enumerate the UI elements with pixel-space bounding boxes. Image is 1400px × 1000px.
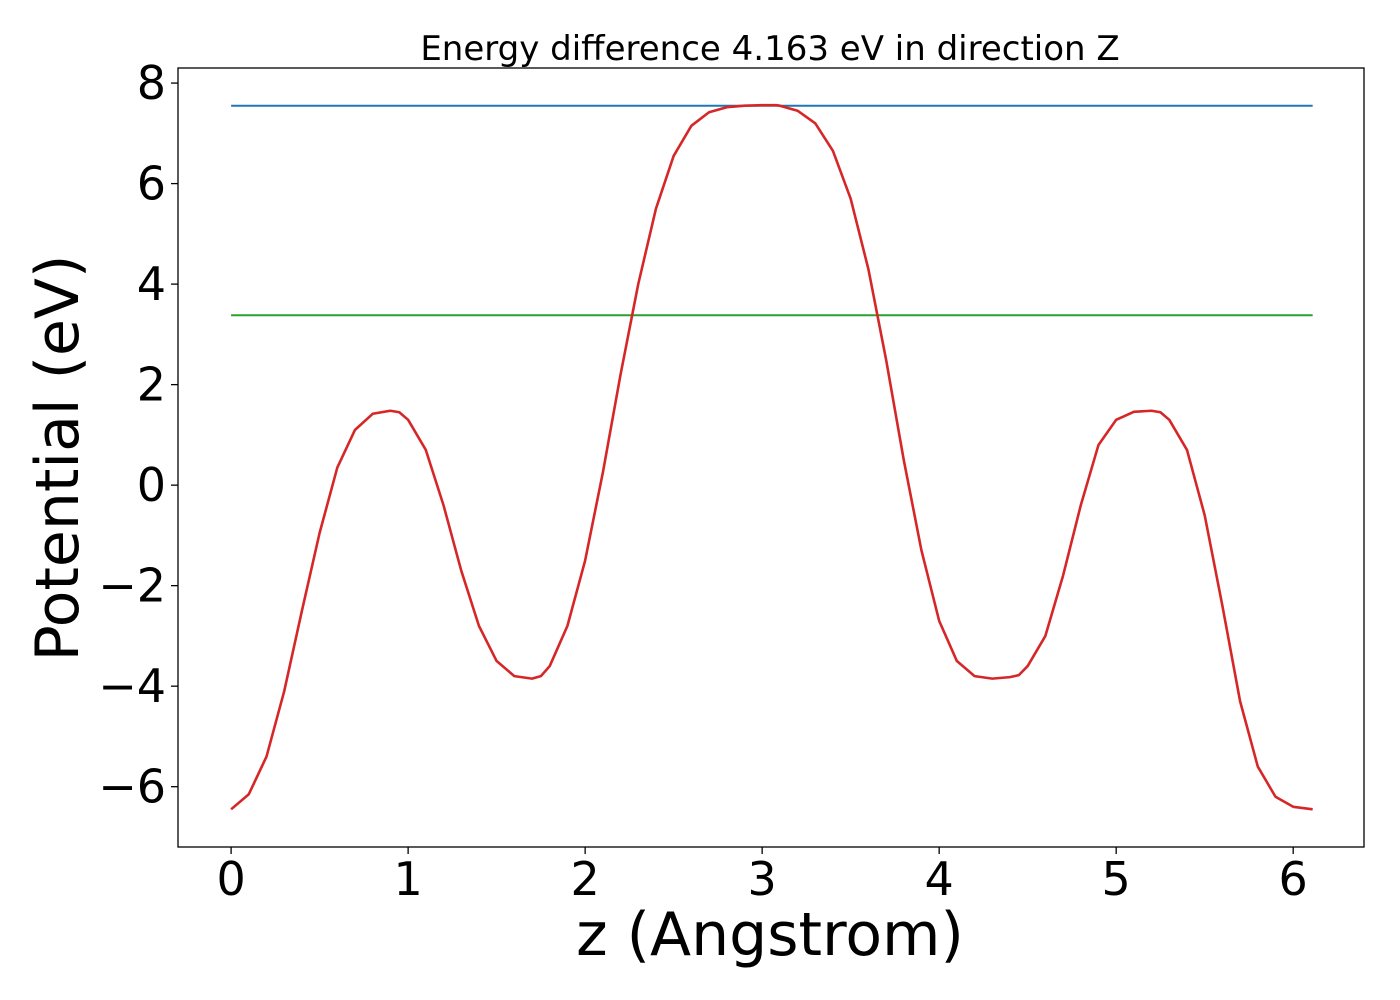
x-tick-label: 1	[393, 852, 422, 906]
x-tick-label: 0	[216, 852, 245, 906]
y-tick-label: 4	[137, 257, 166, 311]
series-layer	[230, 103, 1313, 811]
chart-title: Energy difference 4.163 eV in direction …	[420, 29, 1119, 69]
y-tick-label: −2	[98, 559, 166, 613]
y-tick-label: −6	[98, 760, 166, 814]
y-axis-label: Potential (eV)	[23, 255, 93, 662]
y-axis-ticks: −6 −4 −2 0 2 4 6 8	[98, 56, 178, 814]
x-axis-label: z (Angstrom)	[576, 900, 964, 970]
y-tick-label: 6	[137, 157, 166, 211]
y-tick-label: −4	[98, 659, 166, 713]
x-tick-label: 2	[570, 852, 599, 906]
y-tick-label: 2	[137, 358, 166, 412]
plot-area-frame	[177, 67, 1365, 848]
y-tick-label: 8	[137, 56, 166, 110]
x-tick-label: 6	[1279, 852, 1308, 906]
x-tick-label: 4	[925, 852, 954, 906]
x-tick-label: 5	[1102, 852, 1131, 906]
y-tick-label: 0	[137, 458, 166, 512]
x-tick-label: 3	[748, 852, 777, 906]
x-axis-ticks: 0 1 2 3 4 5 6	[216, 847, 1308, 906]
series-line-2	[230, 103, 1313, 811]
